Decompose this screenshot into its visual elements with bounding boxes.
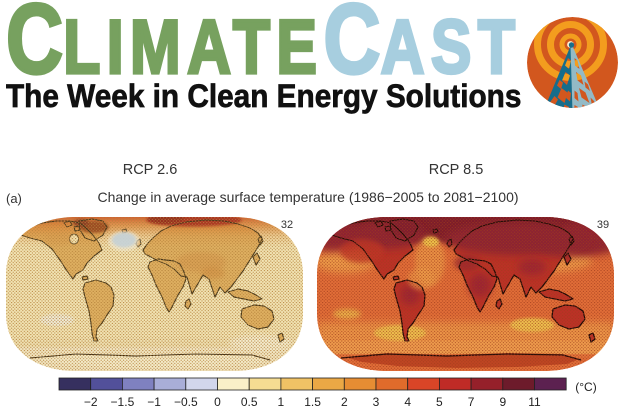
svg-text:−2: −2 — [84, 395, 98, 409]
svg-text:−1: −1 — [147, 395, 161, 409]
svg-text:−1.5: −1.5 — [111, 395, 135, 409]
svg-text:Change in average surface temp: Change in average surface temperature (1… — [97, 189, 518, 205]
svg-text:32: 32 — [281, 219, 293, 231]
svg-text:2: 2 — [341, 395, 348, 409]
svg-text:11: 11 — [528, 395, 541, 409]
svg-text:−0.5: −0.5 — [174, 395, 198, 409]
svg-text:39: 39 — [597, 219, 609, 231]
svg-text:1: 1 — [278, 395, 285, 409]
svg-text:(a): (a) — [6, 191, 22, 206]
svg-text:RCP 8.5: RCP 8.5 — [429, 162, 484, 178]
svg-text:(°C): (°C) — [575, 380, 596, 394]
svg-text:0: 0 — [214, 395, 221, 409]
svg-text:3: 3 — [373, 395, 380, 409]
svg-text:7: 7 — [468, 395, 475, 409]
svg-text:5: 5 — [436, 395, 443, 409]
svg-text:RCP 2.6: RCP 2.6 — [123, 162, 178, 178]
svg-text:4: 4 — [404, 395, 411, 409]
svg-text:9: 9 — [499, 395, 506, 409]
svg-text:1.5: 1.5 — [304, 395, 321, 409]
svg-text:0.5: 0.5 — [241, 395, 258, 409]
